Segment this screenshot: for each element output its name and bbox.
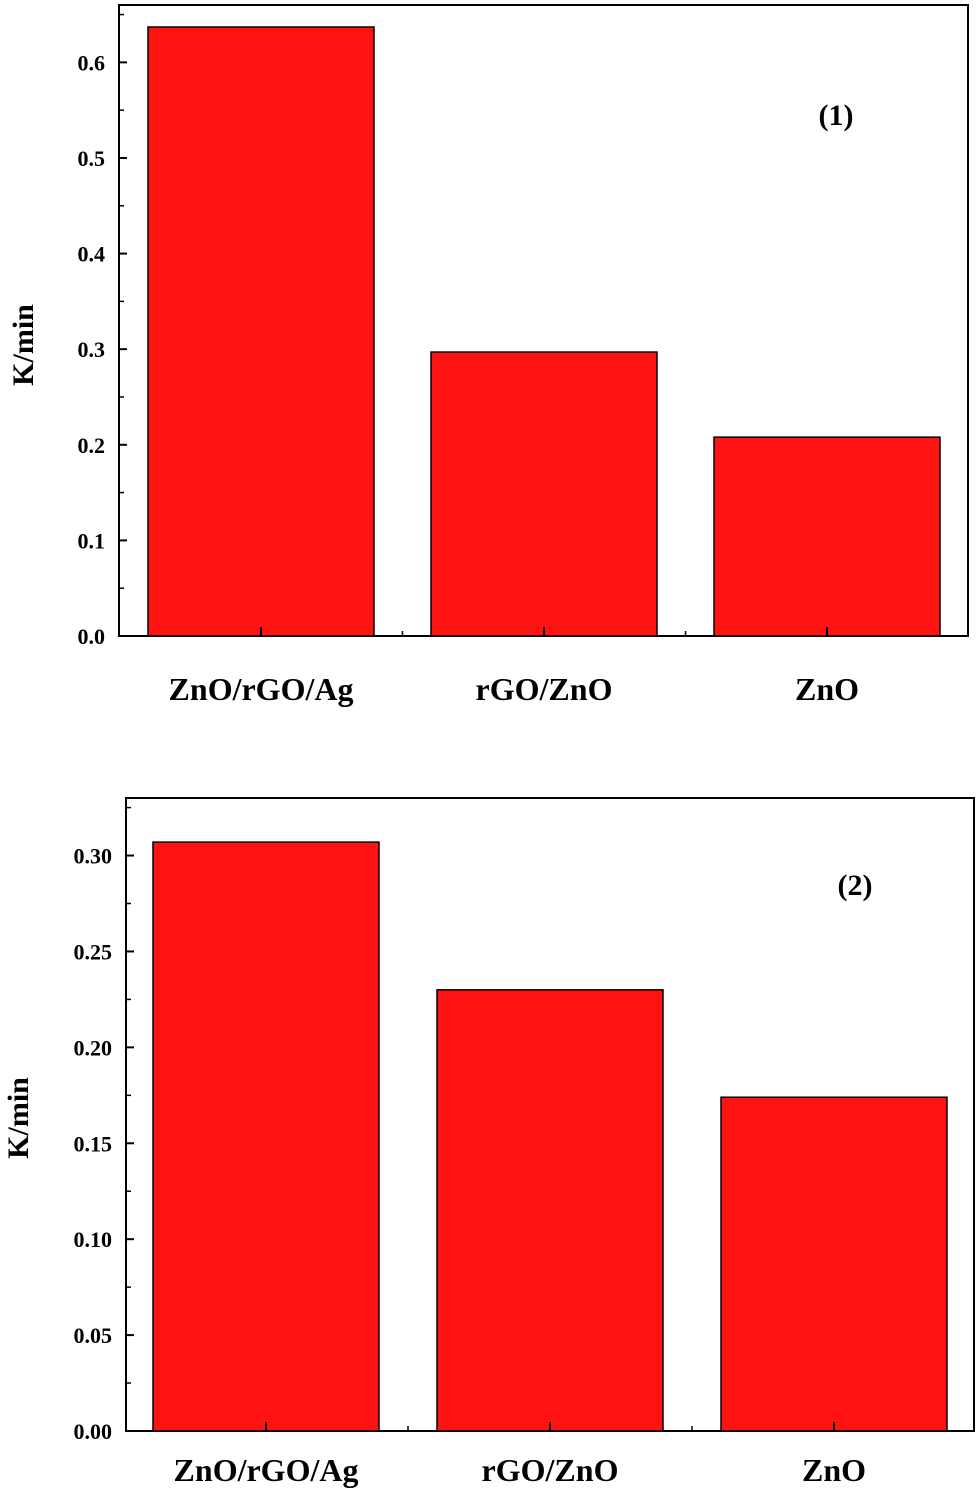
y-tick-label: 0.25 bbox=[74, 939, 113, 964]
chart-panel-1: 0.00.10.20.30.40.50.6 ZnO/rGO/Ag rGO/ZnO Z… bbox=[7, 4, 969, 707]
x-tick-label: ZnO bbox=[802, 1452, 866, 1488]
y-tick-label: 0.4 bbox=[78, 242, 106, 267]
panel-label: (2) bbox=[838, 869, 873, 902]
bar bbox=[152, 841, 380, 1432]
y-tick-label: 0.00 bbox=[74, 1419, 113, 1444]
y-axis-label: K/min bbox=[7, 304, 40, 386]
y-tick-label: 0.15 bbox=[74, 1131, 113, 1156]
y-tick-label: 0.1 bbox=[78, 528, 106, 553]
y-tick-label: 0.0 bbox=[78, 624, 106, 649]
y-axis-ticks: 0.00 0.05 0.10 0.15 0.20 0.25 0.30 bbox=[74, 806, 134, 1444]
bar bbox=[436, 989, 664, 1432]
y-axis-ticks: 0.0 0.1 0.2 0.3 0.4 0.5 0.6 bbox=[78, 13, 127, 649]
y-axis-label: K/min bbox=[2, 1077, 35, 1159]
x-tick-label: rGO/ZnO bbox=[476, 671, 613, 707]
y-tick-label: 0.20 bbox=[74, 1035, 113, 1060]
y-tick-label: 0.5 bbox=[78, 146, 106, 171]
y-tick-label: 0.10 bbox=[74, 1227, 113, 1252]
y-tick-label: 0.6 bbox=[78, 50, 106, 75]
panel-label: (1) bbox=[819, 99, 854, 132]
x-axis-ticks: ZnO/rGO/Ag rGO/ZnO ZnO bbox=[169, 627, 859, 707]
x-tick-label: ZnO/rGO/Ag bbox=[174, 1452, 359, 1488]
bar-group bbox=[152, 841, 948, 1432]
bar bbox=[430, 351, 658, 637]
bar bbox=[720, 1096, 948, 1432]
y-tick-label: 0.2 bbox=[78, 433, 106, 458]
y-tick-label: 0.05 bbox=[74, 1323, 113, 1348]
x-tick-label: ZnO bbox=[795, 671, 859, 707]
x-tick-label: ZnO/rGO/Ag bbox=[169, 671, 354, 707]
y-tick-label: 0.3 bbox=[78, 337, 106, 362]
bar bbox=[147, 26, 375, 637]
x-tick-label: rGO/ZnO bbox=[482, 1452, 619, 1488]
y-tick-label: 0.30 bbox=[74, 844, 113, 869]
chart-panel-2: 0.00 0.05 0.10 0.15 0.20 0.25 0.30 ZnO/rGO/Ag r… bbox=[2, 797, 975, 1488]
bar-group bbox=[147, 26, 941, 637]
bar bbox=[713, 436, 941, 637]
x-axis-ticks: ZnO/rGO/Ag rGO/ZnO ZnO bbox=[174, 1422, 866, 1488]
